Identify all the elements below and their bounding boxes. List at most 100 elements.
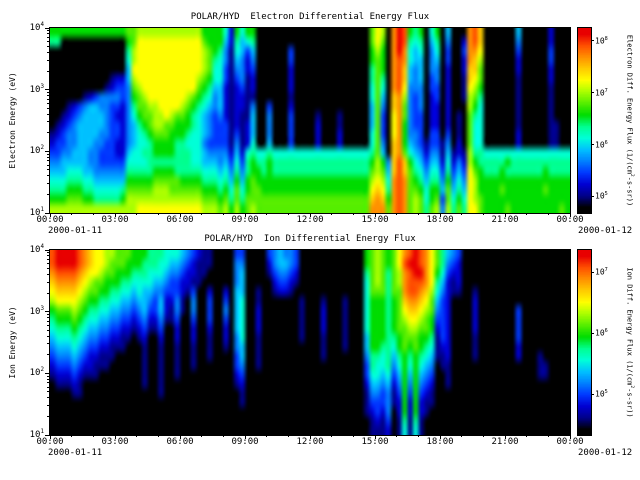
electron-panel-title: POLAR/HYD Electron Differential Energy F… <box>190 12 430 22</box>
electron-y-minor-tick <box>47 121 50 123</box>
ion-y-minor-tick <box>47 259 50 261</box>
electron-start-date: 2000-01-11 <box>48 226 103 236</box>
ion-x-major-tick <box>569 435 571 439</box>
ion-x-major-tick <box>374 435 376 439</box>
electron-colorbar-tick <box>591 195 594 197</box>
superscript: 5 <box>604 389 608 396</box>
electron-y-major-tick <box>45 89 50 91</box>
ion-colorbar-tick <box>591 271 594 273</box>
electron-y-tick-label: 102 <box>29 145 44 157</box>
electron-colorbar-label: Electron Diff. Energy Flux (1/(cm2-s-sr)… <box>625 34 634 207</box>
ion-colorbar <box>577 249 592 436</box>
ion-spectrogram <box>49 249 571 436</box>
superscript: 2 <box>40 367 44 374</box>
superscript: 3 <box>40 83 44 90</box>
ion-x-minor-tick <box>461 435 463 437</box>
ion-x-minor-tick <box>526 435 528 437</box>
electron-colorbar-tick <box>591 40 594 42</box>
electron-y-minor-tick <box>47 37 50 39</box>
electron-x-minor-tick <box>287 213 289 215</box>
ion-y-major-tick <box>45 434 50 436</box>
electron-spectrogram <box>49 27 571 214</box>
superscript: 5 <box>604 191 608 198</box>
electron-x-minor-tick <box>461 213 463 215</box>
ion-x-tick-label: 06:00 <box>166 437 194 447</box>
ion-y-minor-tick <box>47 378 50 380</box>
electron-y-major-tick <box>45 27 50 29</box>
superscript: 2 <box>629 385 634 389</box>
electron-y-minor-tick <box>47 113 50 115</box>
electron-y-minor-tick <box>47 98 50 100</box>
electron-x-minor-tick <box>266 213 268 215</box>
ion-x-minor-tick <box>92 435 94 437</box>
ion-y-minor-tick <box>47 292 50 294</box>
ion-y-minor-tick <box>47 274 50 276</box>
ion-x-minor-tick <box>331 435 333 437</box>
ion-colorbar-label: Ion Diff. Energy Flux (1/(cm2-s-sr)) <box>625 267 634 418</box>
superscript: 1 <box>40 429 44 435</box>
electron-x-minor-tick <box>396 213 398 215</box>
electron-y-minor-tick <box>47 30 50 32</box>
electron-colorbar-tick-label: 105 <box>595 191 608 201</box>
ion-x-tick-label: 00:00 <box>556 437 584 447</box>
superscript: 7 <box>604 87 608 94</box>
superscript: 6 <box>604 328 608 335</box>
electron-x-tick-label: 18:00 <box>426 215 454 225</box>
ion-x-major-tick <box>114 435 116 439</box>
ion-x-minor-tick <box>157 435 159 437</box>
electron-x-major-tick <box>374 213 376 217</box>
electron-colorbar-tick <box>591 92 594 94</box>
ion-y-minor-tick <box>47 263 50 265</box>
superscript: 1 <box>40 207 44 213</box>
electron-y-minor-tick <box>47 70 50 72</box>
superscript: 3 <box>40 305 44 312</box>
electron-y-minor-tick <box>47 41 50 43</box>
electron-x-minor-tick <box>482 213 484 215</box>
ion-y-minor-tick <box>47 252 50 254</box>
ion-y-minor-tick <box>47 354 50 356</box>
electron-end-date: 2000-01-12 <box>578 226 633 236</box>
electron-x-tick-label: 06:00 <box>166 215 194 225</box>
electron-y-minor-tick <box>47 160 50 162</box>
ion-y-minor-tick <box>47 324 50 326</box>
ion-x-major-tick <box>504 435 506 439</box>
ion-y-major-tick <box>45 249 50 251</box>
electron-y-axis-label: Electron Energy (eV) <box>8 72 17 169</box>
electron-x-minor-tick <box>417 213 419 215</box>
ion-colorbar-tick-label: 105 <box>595 389 608 399</box>
electron-x-tick-label: 21:00 <box>491 215 519 225</box>
ion-x-minor-tick <box>136 435 138 437</box>
electron-y-minor-tick <box>47 164 50 166</box>
superscript: 8 <box>604 35 608 42</box>
superscript: 6 <box>604 139 608 146</box>
ion-x-minor-tick <box>222 435 224 437</box>
electron-x-tick-label: 00:00 <box>556 215 584 225</box>
electron-x-major-tick <box>439 213 441 217</box>
electron-colorbar-tick-label: 106 <box>595 139 608 150</box>
ion-x-minor-tick <box>547 435 549 437</box>
electron-x-major-tick <box>179 213 181 217</box>
ion-y-tick-label: 102 <box>29 367 44 379</box>
electron-colorbar-tick-label: 107 <box>595 87 608 98</box>
electron-y-minor-tick <box>47 193 50 195</box>
electron-y-minor-tick <box>47 33 50 35</box>
ion-y-minor-tick <box>47 343 50 345</box>
electron-x-minor-tick <box>71 213 73 215</box>
electron-y-minor-tick <box>47 156 50 158</box>
electron-x-major-tick <box>504 213 506 217</box>
ion-end-date: 2000-01-12 <box>578 448 633 458</box>
electron-x-tick-label: 12:00 <box>296 215 324 225</box>
electron-x-major-tick <box>49 213 51 217</box>
ion-x-major-tick <box>179 435 181 439</box>
ion-x-minor-tick <box>266 435 268 437</box>
electron-y-minor-tick <box>47 102 50 104</box>
electron-colorbar <box>577 27 592 214</box>
electron-x-tick-label: 00:00 <box>36 215 64 225</box>
ion-start-date: 2000-01-11 <box>48 448 103 458</box>
electron-y-minor-tick <box>47 95 50 97</box>
electron-x-minor-tick <box>222 213 224 215</box>
electron-y-minor-tick <box>47 59 50 61</box>
electron-y-minor-tick <box>47 107 50 109</box>
ion-y-minor-tick <box>47 313 50 315</box>
